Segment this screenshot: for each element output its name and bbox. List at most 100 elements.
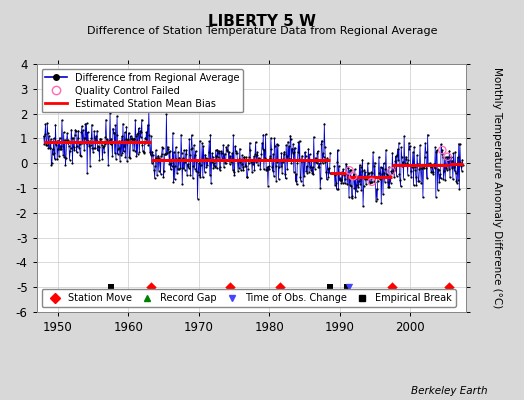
Point [350,170,358,177]
Point [55,153,63,159]
Point [430,161,438,167]
Point [254,154,263,161]
Point [251,151,259,157]
Point [145,132,154,138]
Point [168,163,176,169]
Point [442,165,451,171]
Point [44,144,52,151]
Point [444,157,452,163]
Point [282,142,290,148]
Point [345,167,354,174]
Point [356,164,365,170]
Point [41,121,50,127]
Point [123,158,132,164]
Point [133,131,141,138]
Point [402,156,411,163]
Point [127,136,136,142]
Point [425,162,433,169]
Point [272,178,280,184]
Point [146,152,155,158]
Point [119,148,128,155]
Point [84,138,93,144]
Point [256,166,265,173]
Point [307,158,315,165]
Point [313,150,321,156]
Point [115,145,124,151]
Point [219,156,227,162]
Point [183,161,192,168]
Point [195,138,204,144]
Point [74,127,83,134]
Point [227,158,235,165]
Point [288,146,296,152]
Point [159,174,168,180]
Point [206,132,215,138]
Point [363,176,372,182]
Point [410,164,419,170]
Point [181,158,189,165]
Point [357,187,365,194]
Legend: Station Move, Record Gap, Time of Obs. Change, Empirical Break: Station Move, Record Gap, Time of Obs. C… [41,289,455,307]
Point [359,183,368,190]
Point [443,166,451,173]
Point [436,171,444,178]
Point [448,157,456,164]
Point [120,143,128,149]
Point [102,137,111,143]
Point [142,129,150,136]
Point [106,141,115,148]
Point [414,177,422,184]
Point [161,151,169,157]
Point [337,180,345,186]
Point [99,144,107,150]
Point [220,164,228,170]
Point [412,174,420,180]
Point [382,147,390,153]
Point [439,153,447,160]
Point [186,172,194,178]
Point [374,178,382,184]
Point [449,150,457,157]
Point [433,187,442,193]
Point [344,165,353,171]
Point [321,158,330,165]
Point [387,168,396,174]
Point [334,186,343,192]
Text: Berkeley Earth: Berkeley Earth [411,386,487,396]
Point [310,157,319,163]
Point [106,110,114,116]
Point [68,160,77,166]
Point [198,156,206,162]
Point [312,158,320,165]
Point [105,138,114,145]
Point [398,163,407,169]
Point [75,141,84,148]
Point [419,163,428,169]
Point [351,194,359,200]
Point [82,139,90,146]
Point [47,162,56,168]
Point [219,142,227,148]
Point [222,160,230,166]
Point [135,125,143,132]
Point [444,284,453,290]
Point [139,148,147,154]
Point [43,130,52,136]
Point [260,147,269,153]
Point [360,167,368,173]
Point [305,151,314,158]
Point [203,156,211,162]
Point [212,147,220,153]
Point [159,144,167,151]
Point [136,128,144,134]
Point [138,142,147,148]
Point [222,144,231,150]
Point [285,156,293,162]
Point [295,156,303,162]
Point [173,166,182,172]
Point [286,132,294,139]
Point [456,159,465,165]
Point [293,148,302,155]
Point [108,153,117,159]
Point [117,152,125,158]
